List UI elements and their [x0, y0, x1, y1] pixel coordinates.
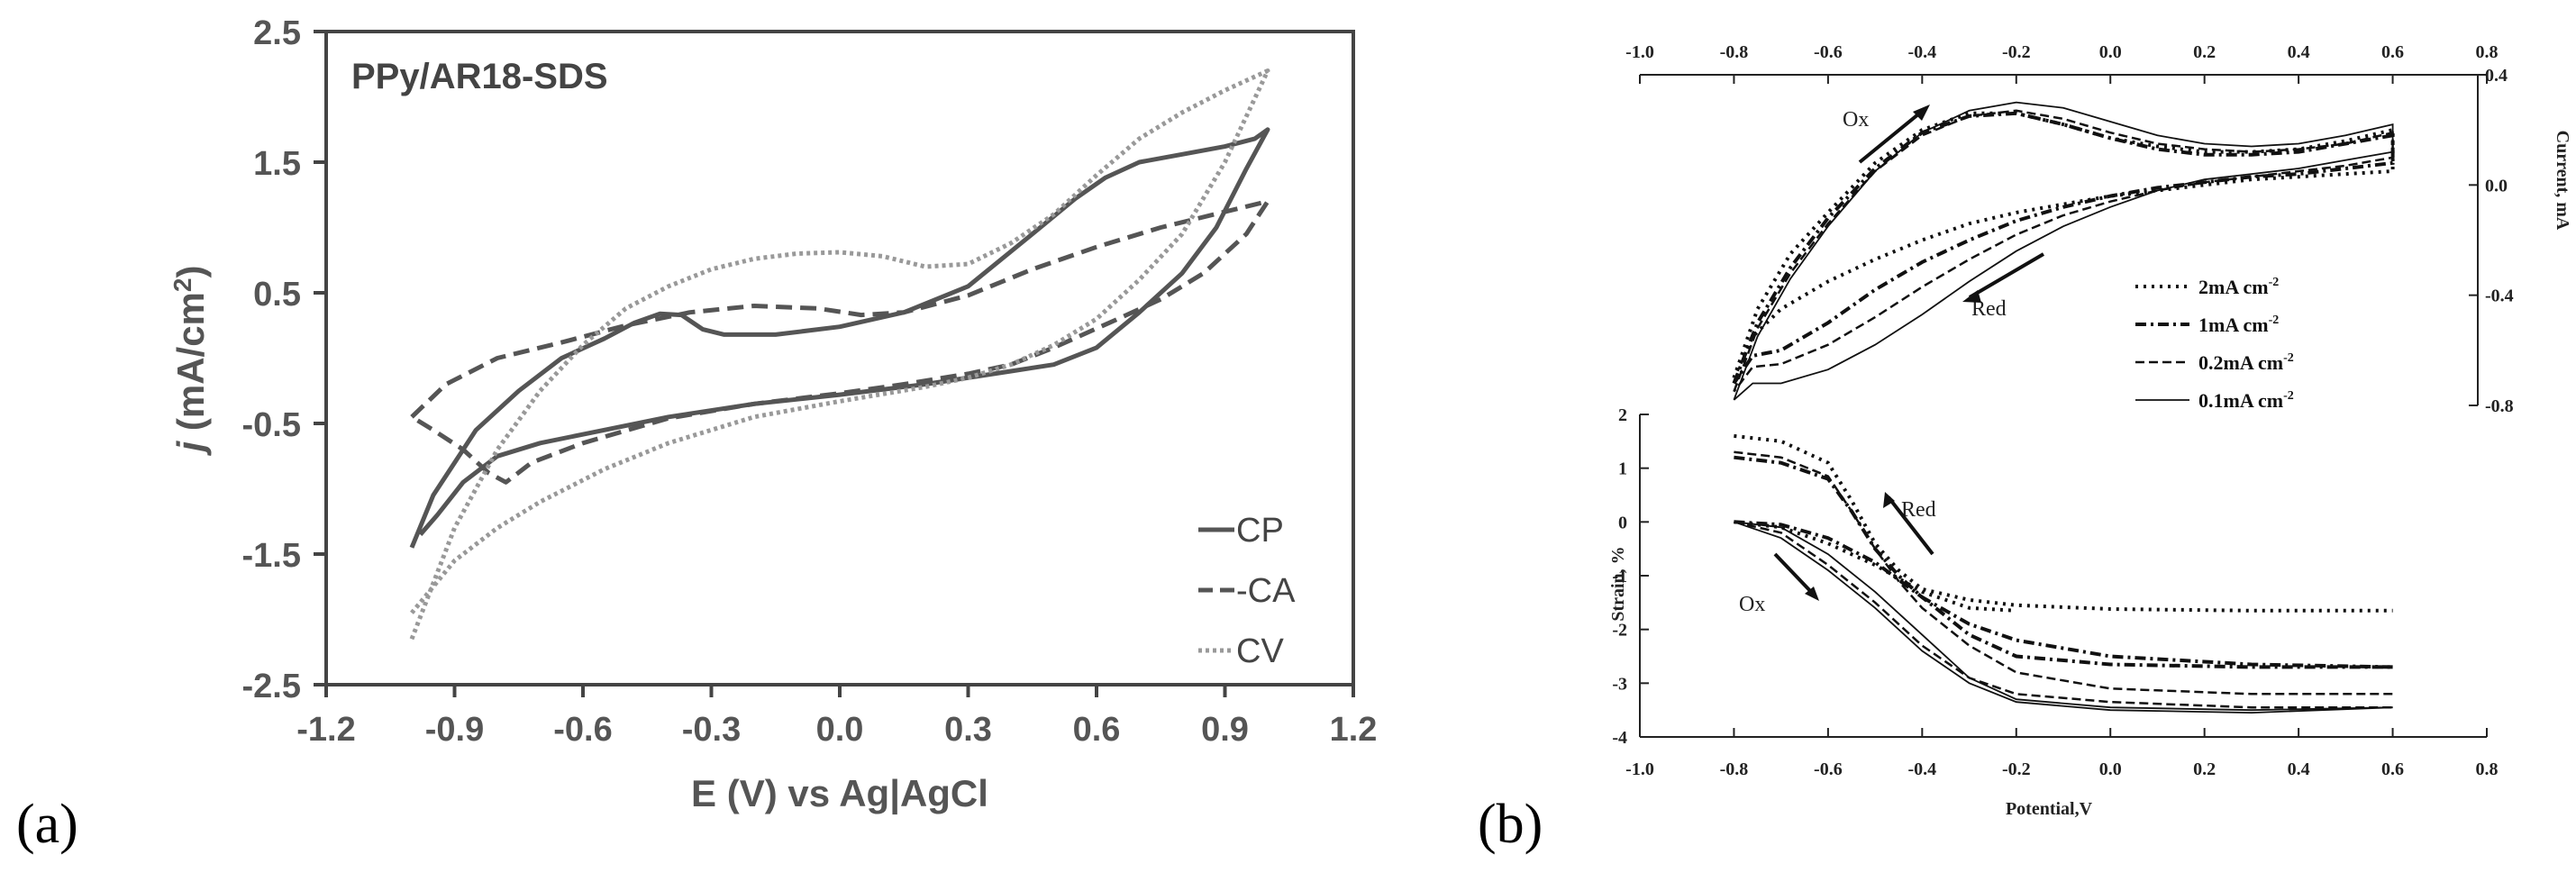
panel-b-ox-arrow-bottom: [1773, 552, 1816, 596]
panel-b-top-x-tick-label: 0.8: [2476, 42, 2499, 62]
panel-a-y-axis-label: j (mA/cm2): [168, 266, 212, 457]
panel-a-ticks: -1.2 -0.9 -0.6 -0.3 0.0 0.3 0.6 0.9 1.2 2.5 1.5 0.5…: [242, 14, 1378, 749]
panel-a-y-tick-label: -2.5: [242, 668, 301, 705]
panel-a-x-tick-label: 0.0: [816, 711, 864, 749]
panel-b-bottom-x-tick-label: -0.2: [2002, 759, 2031, 779]
panel-a-title: PPy/AR18-SDS: [351, 57, 608, 96]
panel-b-red-annotation-bottom: Red: [1901, 498, 1936, 522]
panel-b-strain-series-0.2mA-upper-line: [1734, 450, 2393, 696]
panel-b-ox-annotation-bottom: Ox: [1739, 593, 1765, 616]
panel-b-ox-arrow-top: [1858, 108, 1925, 164]
panel-b-top-x-tick-label: -0.2: [2002, 42, 2031, 62]
panel-b-current-series-0.1mA-line: [1733, 101, 2394, 401]
panel-b-strain-axis-label: Strain, %: [1608, 546, 1628, 621]
panel-b-strain-series-0.1mA-lower-line: [1734, 521, 2393, 712]
legend-cp-label: CP: [1236, 512, 1284, 550]
panel-b-strain-series-2mA-upper-line: [1734, 433, 2393, 613]
panel-b-ox-annotation-top: Ox: [1843, 108, 1869, 132]
legend-ca-label: -CA: [1236, 572, 1296, 610]
panel-b-legend: 2mA cm-2 1mA cm-2 0.2mA cm-2 0.1mA cm-2: [2135, 276, 2294, 412]
panel-a-x-tick-label: 1.2: [1330, 711, 1378, 749]
panel-b-bottom-x-tick-label: 0.0: [2099, 759, 2122, 779]
panel-a-y-tick-label: -1.5: [242, 537, 301, 575]
panel-b-current-tick-label: 0.4: [2485, 66, 2508, 86]
panel-a-series-cp-line: [409, 127, 1270, 549]
panel-a-x-tick-label: 0.6: [1073, 711, 1121, 749]
panel-a-series-cv-line: [409, 68, 1270, 641]
panel-b-bottom-x-tick-label: 0.6: [2381, 759, 2404, 779]
panel-b-top-x-tick-label: 0.4: [2288, 42, 2310, 62]
panel-b-ox-arrowhead-top: [1913, 105, 1930, 121]
panel-b-potential-axis-label: Potential,V: [2006, 799, 2093, 819]
panel-b-strain-series-0.2mA-lower-line: [1734, 521, 2393, 709]
panel-b-strain-series-1mA-upper-line: [1734, 455, 2393, 669]
panel-b-red-arrowhead-bottom: [1883, 492, 1895, 508]
panel-b-top-x-tick-label: -1.0: [1625, 42, 1654, 62]
panel-a-y-tick-label: -0.5: [242, 406, 301, 444]
panel-b-label: (b): [1478, 794, 1543, 855]
panel-a-legend: CP -CA CV: [1198, 512, 1296, 670]
panel-b-strain-tick-label: 0: [1618, 513, 1627, 532]
panel-b-red-arrowhead-top: [1962, 290, 1981, 303]
panel-b-top-x-tick-label: -0.4: [1907, 42, 1936, 62]
panel-b-strain-tick-label: -3: [1612, 674, 1627, 694]
panel-b-bottom-x-tick-label: 0.4: [2288, 759, 2310, 779]
panel-b-current-tick-label: 0.0: [2485, 176, 2508, 195]
panel-a-x-tick-label: -0.6: [553, 711, 612, 749]
panel-b-strain-series-2mA-lower-line: [1734, 520, 2016, 613]
panel-a-label: (a): [16, 794, 78, 855]
panel-a-chart: -1.2 -0.9 -0.6 -0.3 0.0 0.3 0.6 0.9 1.2 2.5 1.5 0.5…: [168, 14, 1377, 815]
panel-a-y-tick-label: 0.5: [253, 276, 301, 314]
panel-b-series-group: [1732, 101, 2395, 714]
panel-b-ox-arrowhead-bottom: [1805, 586, 1819, 601]
panel-b-bottom-x-tick-label: -0.6: [1814, 759, 1843, 779]
legend-0.2ma-label: 0.2mA cm-2: [2198, 351, 2294, 374]
panel-b-top-x-tick-label: -0.6: [1814, 42, 1843, 62]
panel-a-x-tick-label: 0.3: [944, 711, 992, 749]
legend-0.1ma-label: 0.1mA cm-2: [2198, 389, 2294, 412]
panel-a-x-tick-label: -0.3: [682, 711, 741, 749]
panel-a-y-tick-label: 1.5: [253, 145, 301, 183]
panel-b-current-tick-label: -0.8: [2485, 396, 2514, 416]
panel-b-strain-series-1mA-lower-line: [1734, 520, 2393, 669]
panel-b-axes: -1.0 -1.0 -0.8 -0.8 -0.6 -0.6 -0.4 -0.4 -0.2 -0.2…: [1612, 42, 2513, 779]
panel-a-x-axis-label: E (V) vs Ag|AgCl: [691, 772, 988, 815]
panel-b-bottom-x-tick-label: 0.8: [2476, 759, 2499, 779]
panel-b-current-series-1mA-line: [1732, 111, 2395, 385]
panel-a-series-ca-line: [410, 199, 1270, 485]
panel-b-strain-tick-label: -1: [1612, 567, 1627, 586]
panel-b-top-x-tick-label: 0.6: [2381, 42, 2404, 62]
panel-b-bottom-x-tick-label: -1.0: [1625, 759, 1654, 779]
panel-b-top-x-tick-label: 0.0: [2099, 42, 2122, 62]
panel-b-current-axis-label: Current, mA: [2553, 131, 2572, 231]
panel-b-bottom-x-tick-label: -0.8: [1720, 759, 1749, 779]
panel-a-y-tick-label: 2.5: [253, 14, 301, 52]
panel-b-bottom-x-tick-label: -0.4: [1907, 759, 1936, 779]
panel-b-bottom-x-tick-label: 0.2: [2193, 759, 2216, 779]
panel-a-plot-frame: [324, 30, 1355, 687]
panel-b-top-x-tick-label: 0.2: [2193, 42, 2216, 62]
legend-1ma-label: 1mA cm-2: [2198, 314, 2279, 336]
panel-b-current-tick-label: -0.4: [2485, 286, 2514, 306]
panel-b-strain-series-0.1mA-upper-line: [1734, 521, 2393, 714]
panel-b-chart: -1.0 -1.0 -0.8 -0.8 -0.6 -0.6 -0.4 -0.4 -0.2 -0.2…: [1608, 42, 2572, 819]
panel-b-red-arrow-top: [1968, 252, 2045, 299]
legend-2ma-label: 2mA cm-2: [2198, 276, 2279, 298]
panel-b-strain-tick-label: -4: [1612, 728, 1627, 748]
panel-b-strain-tick-label: -2: [1612, 621, 1627, 641]
legend-cv-label: CV: [1236, 632, 1284, 670]
panel-a-x-tick-label: 0.9: [1201, 711, 1249, 749]
panel-b-strain-tick-label: 1: [1618, 459, 1627, 479]
panel-b-top-x-tick-label: -0.8: [1720, 42, 1749, 62]
panel-a-x-tick-label: -1.2: [296, 711, 355, 749]
panel-b-strain-tick-label: 2: [1618, 405, 1627, 425]
panel-b-red-arrow-bottom: [1887, 496, 1934, 556]
panel-a-x-tick-label: -0.9: [425, 711, 484, 749]
panel-a-series-group: [409, 68, 1270, 641]
